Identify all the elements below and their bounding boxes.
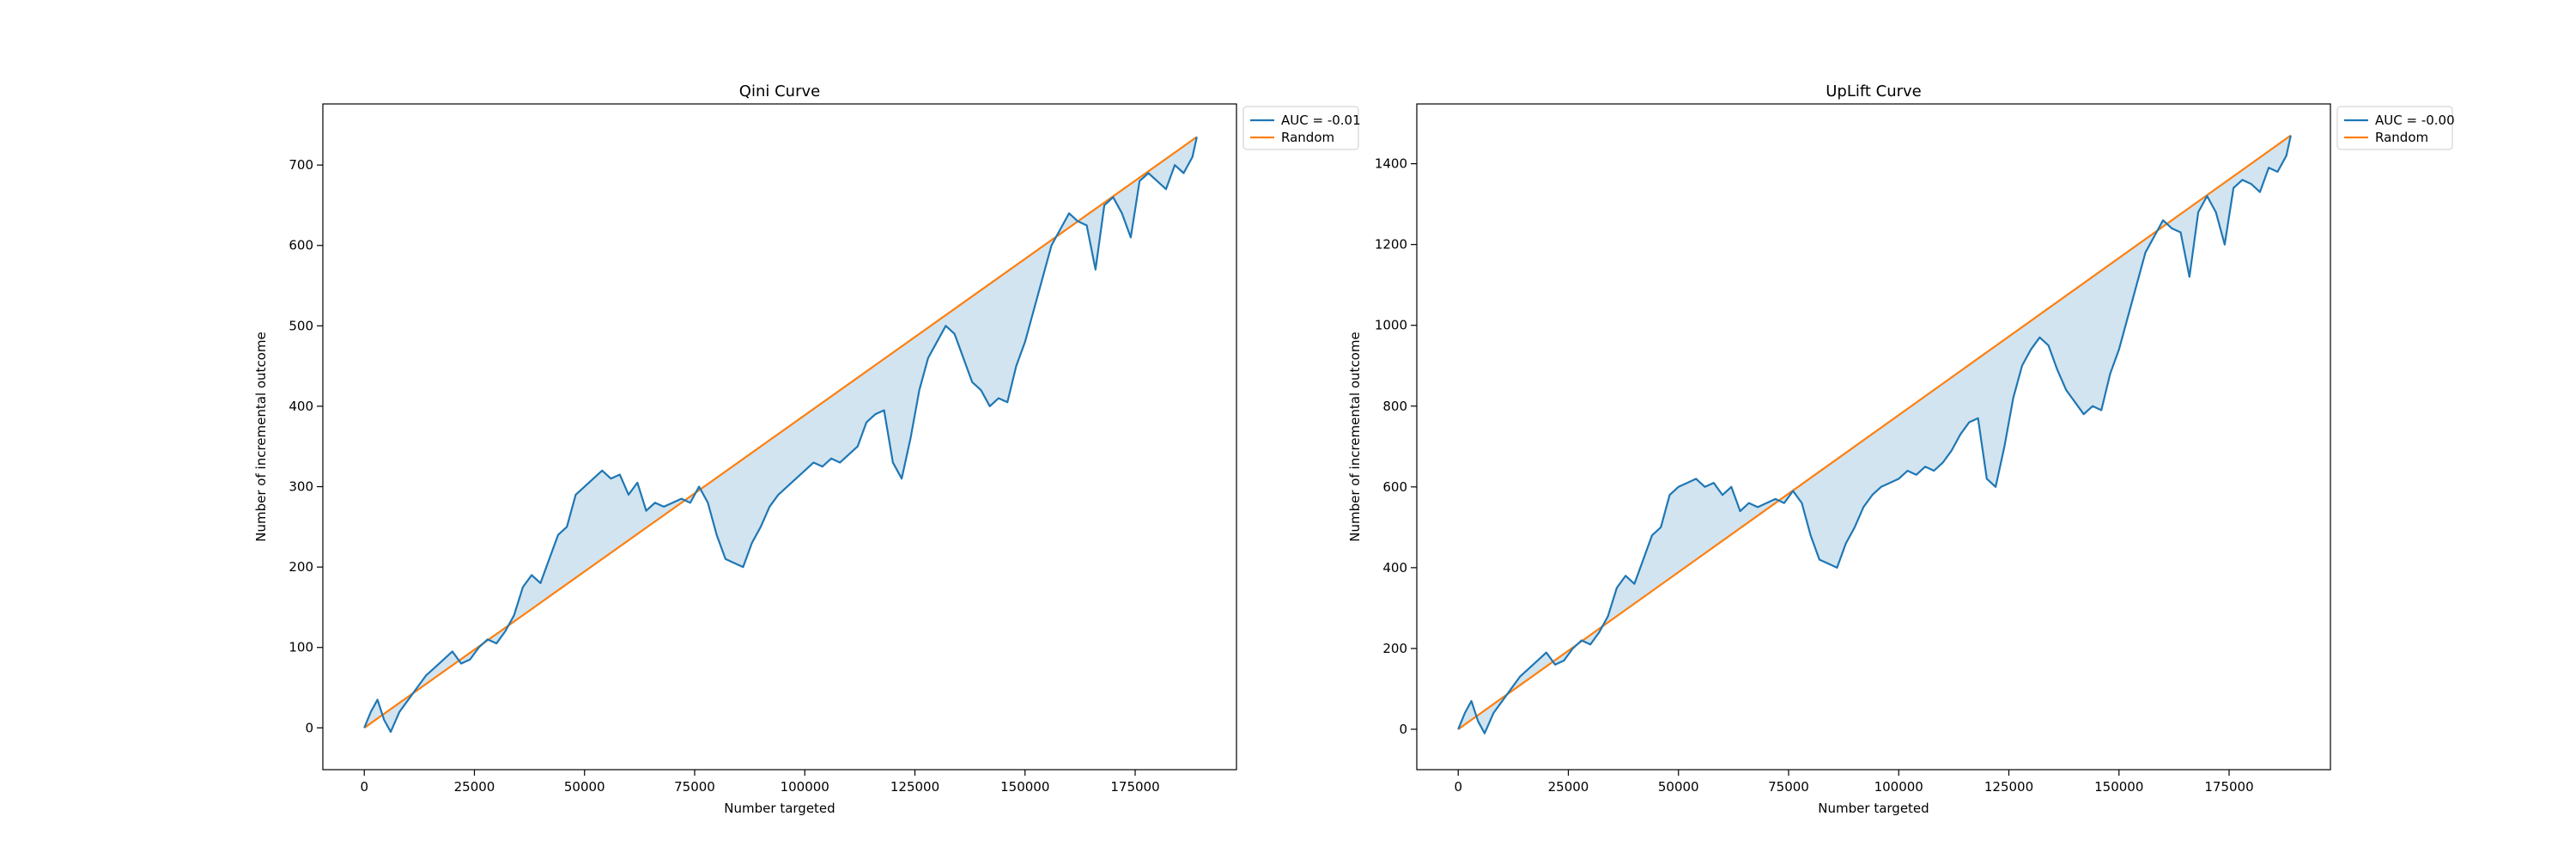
chart-0-xtick-label: 125000: [890, 779, 939, 795]
chart-1-ytick-label: 800: [1382, 399, 1407, 414]
chart-0-plot-frame: [322, 103, 1237, 771]
qini-chart: 0 25000 50000 75000 100000 125000 150000 175000…: [253, 82, 1361, 816]
chart-0-legend-label-curve: AUC = -0.01: [1281, 113, 1361, 128]
chart-1-xtick-label: 50000: [1658, 779, 1699, 795]
chart-0-curve-line: [363, 137, 1198, 734]
chart-0-ytick-label: 0: [305, 720, 313, 735]
chart-0-xlabel: Number targeted: [724, 801, 835, 816]
chart-1-ylabel: Number of incremental outcome: [1347, 332, 1363, 541]
chart-1-xtick-label: 100000: [1874, 779, 1923, 795]
chart-1-legend-label-random: Random: [2375, 130, 2428, 145]
chart-1-xtick-label: 75000: [1768, 779, 1809, 795]
chart-0-legend: AUC = -0.01 Random: [1242, 106, 1361, 150]
chart-0-ytick-label: 200: [289, 559, 313, 575]
chart-1-xlabel: Number targeted: [1818, 801, 1929, 816]
chart-1-title: UpLift Curve: [1826, 82, 1922, 101]
chart-1-ytick-label: 1000: [1375, 318, 1407, 333]
chart-0-title: Qini Curve: [739, 82, 820, 101]
chart-0-legend-label-random: Random: [1281, 130, 1334, 145]
chart-1-xtick-label: 0: [1454, 779, 1462, 795]
chart-0-legend-box: [1242, 106, 1359, 150]
chart-1-xtick-label: 125000: [1984, 779, 2033, 795]
chart-0-xtick-label: 0: [360, 779, 368, 795]
chart-0-ytick-label: 100: [289, 640, 313, 655]
uplift-chart: 0 25000 50000 75000 100000 125000 150000 175000…: [1347, 82, 2455, 816]
chart-1-ytick-label: 600: [1382, 479, 1407, 495]
chart-0-ytick-label: 300: [289, 479, 313, 495]
chart-1-ytick-label: 1200: [1375, 237, 1407, 253]
chart-1-ytick-label: 200: [1382, 641, 1407, 656]
chart-0-xtick-label: 25000: [454, 779, 495, 795]
chart-0-ylabel: Number of incremental outcome: [253, 332, 269, 541]
chart-0-xtick-label: 175000: [1110, 779, 1159, 795]
chart-1-legend-label-curve: AUC = -0.00: [2375, 113, 2455, 128]
chart-1-legend: AUC = -0.00 Random: [2336, 106, 2455, 150]
chart-1-ytick-label: 0: [1399, 722, 1407, 737]
chart-1-xtick-label: 25000: [1548, 779, 1589, 795]
chart-0-xtick-label: 150000: [1000, 779, 1049, 795]
chart-1-xtick-label: 175000: [2204, 779, 2253, 795]
chart-0-ytick-label: 500: [289, 318, 313, 333]
chart-0-xtick-label: 100000: [781, 779, 829, 795]
chart-0-random-line: [363, 136, 1198, 729]
chart-0-xtick-label: 75000: [674, 779, 715, 795]
chart-0-ytick-label: 400: [289, 399, 313, 414]
chart-1-curve-line: [1457, 135, 2292, 734]
chart-1-random-line: [1457, 134, 2292, 730]
chart-0-ytick-label: 600: [289, 238, 313, 253]
chart-1-xtick-label: 150000: [2094, 779, 2143, 795]
chart-1-ytick-label: 1400: [1375, 156, 1407, 172]
chart-0-xtick-label: 50000: [564, 779, 605, 795]
chart-1-legend-box: [2336, 106, 2453, 150]
chart-1-ytick-label: 400: [1382, 560, 1407, 576]
chart-1-plot-frame: [1416, 103, 2331, 771]
chart-0-ytick-label: 700: [289, 157, 313, 173]
